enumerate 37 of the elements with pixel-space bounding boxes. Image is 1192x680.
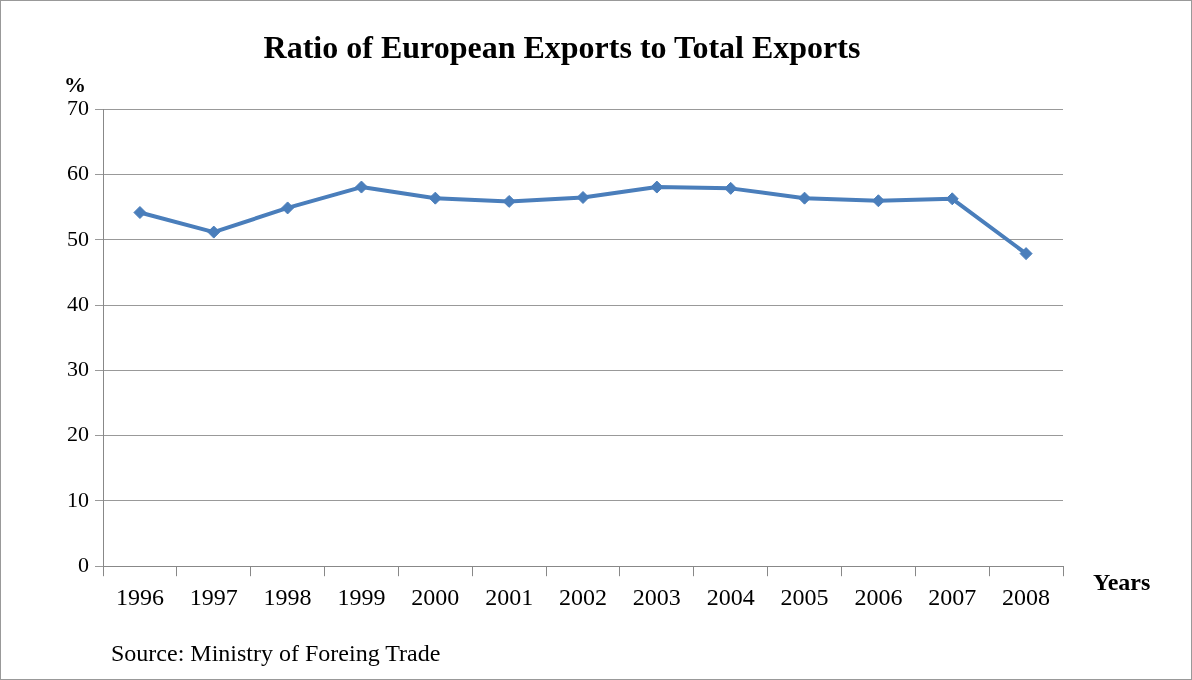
- source-note: Source: Ministry of Foreing Trade: [111, 640, 441, 666]
- x-tick-label: 2004: [706, 583, 755, 610]
- x-tick-label: 2005: [780, 583, 829, 610]
- y-tick-label: 50: [67, 225, 89, 251]
- chart-title: Ratio of European Exports to Total Exports: [263, 29, 861, 66]
- y-tick-label: 10: [67, 486, 89, 512]
- point: [576, 191, 590, 204]
- x-tick-label: 1997: [189, 583, 238, 610]
- x-tick-label: 1998: [263, 583, 312, 610]
- point: [428, 191, 442, 205]
- y-tick-label: 70: [67, 95, 89, 121]
- y-tick-label: 20: [67, 421, 89, 447]
- x-tick-label: 2002: [559, 583, 607, 610]
- y-tick-label: 40: [67, 290, 89, 316]
- x-tick-label: 2006: [854, 583, 903, 610]
- point: [871, 194, 885, 208]
- point: [798, 191, 812, 205]
- x-axis-title: Years: [1093, 569, 1151, 596]
- y-tick-label: 0: [78, 551, 89, 577]
- point: [207, 225, 221, 239]
- y-tick-label: 60: [67, 160, 89, 186]
- point: [724, 181, 738, 195]
- x-tick-label: 1999: [337, 583, 386, 610]
- x-tick-label: 1996: [115, 583, 164, 610]
- x-tick-label: 2003: [632, 583, 681, 610]
- y-tick-label: 30: [67, 356, 89, 382]
- x-tick-label: 2008: [1002, 583, 1051, 610]
- x-tick-label: 2007: [928, 583, 977, 610]
- x-tick-label: 2001: [485, 583, 534, 610]
- point: [281, 201, 295, 215]
- x-tick-label: 2000: [411, 583, 460, 610]
- point: [650, 180, 664, 194]
- point: [133, 206, 147, 220]
- point: [1019, 247, 1033, 261]
- point: [502, 194, 516, 208]
- y-axis-title: %: [64, 72, 86, 98]
- point: [354, 180, 368, 194]
